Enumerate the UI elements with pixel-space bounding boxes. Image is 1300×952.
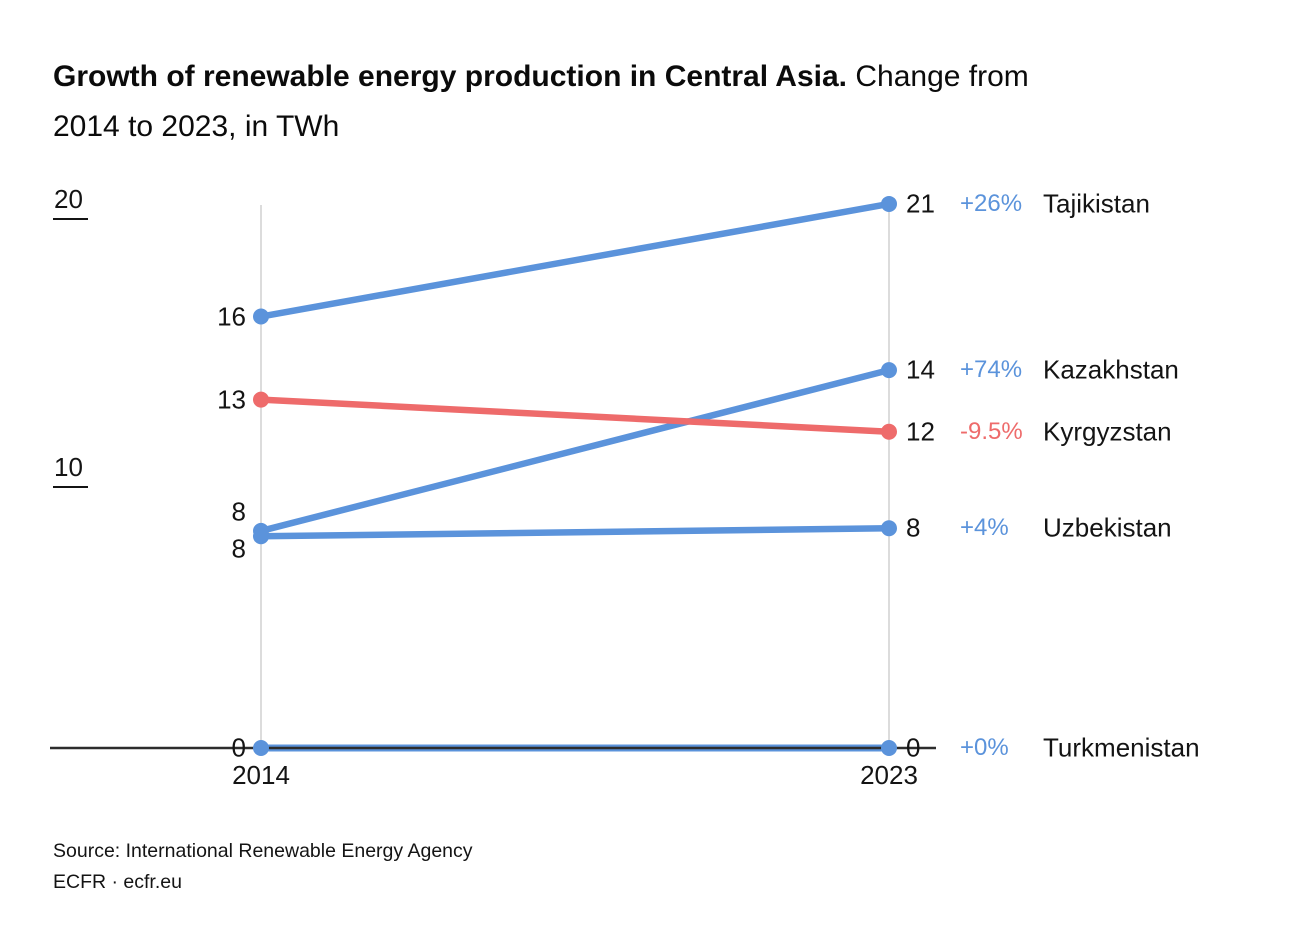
slope-line-kazakhstan (260, 366, 890, 535)
data-point-kyrgyzstan-2023 (881, 423, 897, 440)
chart-title: Growth of renewable energy production in… (53, 52, 1063, 152)
slope-line-tajikistan (260, 200, 890, 320)
data-point-kazakhstan-2023 (881, 362, 897, 379)
data-point-tajikistan-2014 (253, 308, 269, 325)
credit-line: ECFR · ecfr.eu (53, 871, 182, 893)
data-point-turkmenistan-2014 (253, 740, 269, 756)
data-point-kyrgyzstan-2014 (253, 391, 269, 408)
chart-title-subtitle: Change from 2014 to 2023, in TWh (53, 60, 1029, 143)
data-point-uzbekistan-2023 (881, 520, 897, 537)
chart-title-bold: Growth of renewable energy production in… (53, 60, 848, 93)
data-point-tajikistan-2023 (881, 195, 897, 212)
source-note: Source: International Renewable Energy A… (53, 836, 473, 898)
source-line: Source: International Renewable Energy A… (53, 840, 473, 862)
data-point-turkmenistan-2023 (881, 740, 897, 756)
slope-line-uzbekistan (260, 524, 890, 540)
slope-line-kyrgyzstan (260, 396, 890, 436)
data-point-uzbekistan-2014 (253, 528, 269, 545)
